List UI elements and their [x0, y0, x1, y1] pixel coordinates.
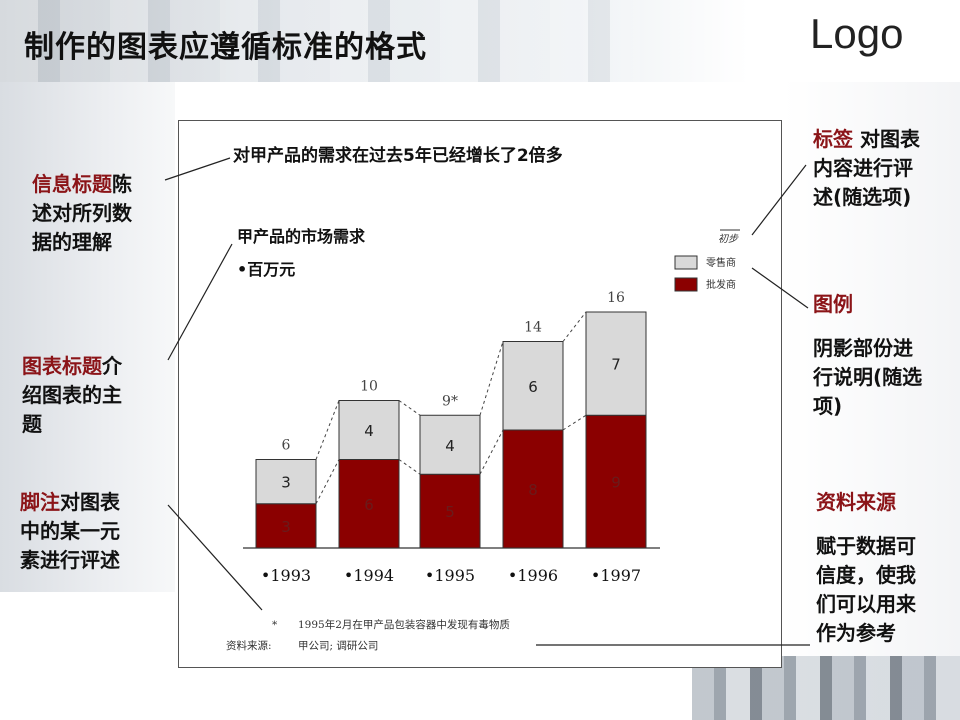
annotation-footnote: 脚注对图表 中的某一元 素进行评述 [20, 490, 120, 572]
bar-wholesale-value: 8 [528, 481, 538, 499]
x-tick-label: •1996 [508, 566, 558, 585]
legend-swatch-retail [674, 255, 698, 270]
bar-wholesale-value: 5 [445, 503, 455, 521]
logo: Logo [810, 10, 904, 57]
chart-subtitle: •百万元 [237, 260, 295, 279]
annotation-legend: 图例 [813, 292, 853, 316]
source-label: 资料来源: [226, 639, 272, 652]
connector-line-total [315, 400, 340, 460]
bar-retail [338, 400, 400, 460]
bar-retail-value: 4 [364, 422, 374, 440]
x-tick-label: •1995 [425, 566, 475, 585]
connector-line-wholesale [398, 459, 421, 475]
x-tick-label: •1994 [344, 566, 394, 585]
bar-retail [419, 414, 481, 475]
bar-retail-value: 6 [528, 378, 538, 396]
connector-line-total [479, 341, 504, 416]
x-tick-label: •1997 [591, 566, 641, 585]
bar-wholesale [338, 459, 400, 549]
connector-line-wholesale [315, 459, 340, 504]
bar-wholesale-value: 6 [364, 496, 374, 514]
bar-wholesale-value: 9 [611, 474, 621, 492]
pointer-line-legend [751, 267, 809, 309]
annotation-legend-desc: 阴影部份进 行说明(随选 项) [813, 336, 923, 418]
legend-label-retail: 零售商 [706, 256, 736, 269]
bar-wholesale [255, 503, 317, 549]
annotation-tag: 标签 对图表 内容进行评 述(随选项) [813, 127, 920, 209]
bar-total-label: 9* [442, 393, 458, 409]
left-column-background [0, 82, 175, 720]
chart-headline: 对甲产品的需求在过去5年已经增长了2倍多 [233, 145, 563, 166]
bar-retail [255, 459, 317, 505]
connector-line-total [398, 400, 421, 416]
header-band [0, 0, 960, 82]
bar-wholesale [502, 429, 564, 549]
bar-retail [502, 341, 564, 431]
slide-title: 制作的图表应遵循标准的格式 [24, 30, 427, 65]
bar-retail-value: 4 [445, 437, 455, 455]
chart-frame [178, 120, 782, 668]
pointer-line-chart-title [167, 243, 233, 361]
legend-swatch-wholesale [674, 277, 698, 292]
footnote-text: 1995年2月在甲产品包装容器中发现有毒物质 [298, 618, 510, 631]
annotation-source: 资料来源 [816, 490, 896, 514]
pointer-line-info-title [164, 157, 231, 181]
footnote-mark: * [272, 619, 278, 631]
bar-retail-value: 3 [281, 474, 291, 492]
bar-total-label: 10 [360, 379, 378, 395]
connector-line-wholesale [562, 414, 587, 431]
x-tick-label: •1993 [261, 566, 311, 585]
header-photo-strip [0, 0, 640, 82]
right-column-background [783, 82, 960, 720]
legend-label-wholesale: 批发商 [706, 278, 736, 291]
chart-title: 甲产品的市场需求 [237, 227, 366, 246]
bar-retail [585, 311, 647, 416]
preliminary-stamp: 初步 [718, 233, 739, 245]
bar-total-label: 16 [607, 290, 625, 306]
bar-total-label: 6 [282, 438, 291, 454]
pointer-line-footnote [167, 504, 263, 611]
annotation-source-desc: 赋于数据可 信度，使我 们可以用来 作为参考 [816, 534, 916, 645]
connector-line-total [562, 311, 587, 342]
annotation-chart-title: 图表标题介 绍图表的主 题 [22, 354, 122, 436]
connector-line-wholesale [479, 429, 504, 475]
pointer-line-tag [751, 164, 807, 236]
source-text: 甲公司; 调研公司 [298, 640, 378, 652]
bar-total-label: 14 [524, 320, 542, 336]
bar-retail-value: 7 [611, 356, 621, 374]
bar-wholesale-value: 3 [281, 518, 291, 536]
annotation-info-title: 信息标题陈 述对所列数 据的理解 [32, 172, 132, 254]
